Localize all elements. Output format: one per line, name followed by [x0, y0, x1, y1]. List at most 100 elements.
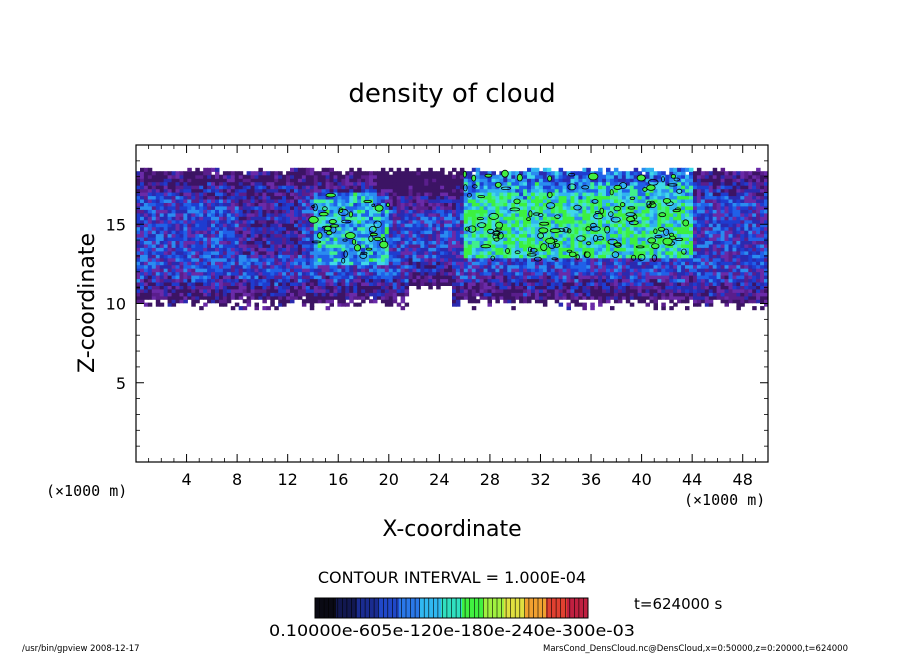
- density-cell: [416, 209, 421, 214]
- density-cell: [404, 223, 410, 228]
- density-cell: [519, 198, 524, 203]
- density-cell: [329, 212, 334, 217]
- density-cell: [143, 288, 149, 293]
- density-cell: [582, 261, 587, 266]
- density-cell: [167, 212, 173, 217]
- density-cell: [574, 181, 579, 186]
- density-cell: [388, 240, 394, 245]
- density-cell: [507, 236, 512, 241]
- density-cell: [582, 209, 587, 214]
- density-cell: [274, 216, 279, 221]
- density-cell: [147, 275, 153, 280]
- density-cell: [550, 216, 556, 221]
- density-cell: [416, 226, 421, 231]
- density-cell: [467, 295, 473, 300]
- density-cell: [226, 174, 232, 179]
- density-cell: [325, 216, 331, 221]
- density-cell: [222, 226, 228, 231]
- density-cell: [167, 254, 173, 259]
- density-cell: [238, 257, 244, 262]
- density-cell: [459, 261, 465, 266]
- density-cell: [531, 275, 536, 280]
- density-cell: [436, 230, 441, 235]
- density-cell: [175, 264, 180, 269]
- density-cell: [432, 271, 437, 276]
- density-cell: [463, 281, 469, 286]
- density-cell: [424, 192, 429, 197]
- density-cell: [606, 292, 611, 297]
- density-cell: [195, 292, 200, 297]
- density-cell: [313, 281, 319, 286]
- density-cell: [353, 288, 358, 293]
- density-cell: [329, 295, 334, 300]
- density-cell: [171, 247, 177, 252]
- density-cell: [246, 192, 252, 197]
- density-cell: [313, 174, 319, 179]
- density-cell: [294, 181, 299, 186]
- density-cell: [147, 292, 153, 297]
- density-cell: [475, 233, 481, 238]
- density-cell: [266, 261, 271, 266]
- density-cell: [558, 281, 564, 286]
- density-cell: [578, 250, 583, 255]
- density-cell: [527, 174, 532, 179]
- density-cell: [598, 185, 603, 190]
- density-cell: [282, 288, 287, 293]
- density-cell: [440, 243, 445, 248]
- density-cell: [491, 275, 496, 280]
- density-cell: [262, 171, 267, 176]
- density-cell: [203, 281, 208, 286]
- density-cell: [562, 243, 568, 248]
- density-cell: [183, 178, 188, 183]
- density-cell: [396, 275, 402, 280]
- density-cell: [349, 271, 354, 276]
- density-cell: [550, 292, 556, 297]
- density-cell: [452, 202, 457, 207]
- density-cell: [515, 223, 520, 228]
- density-cell: [404, 257, 410, 262]
- density-cell: [380, 212, 386, 217]
- density-cell: [207, 198, 212, 203]
- density-cell: [238, 254, 244, 259]
- density-cell: [159, 240, 165, 245]
- density-cell: [274, 192, 279, 197]
- density-cell: [365, 236, 370, 241]
- density-cell: [195, 174, 200, 179]
- density-cell: [215, 185, 220, 190]
- density-cell: [432, 254, 437, 259]
- density-cell: [195, 181, 200, 186]
- density-cell: [388, 188, 394, 193]
- density-cell: [459, 209, 465, 214]
- density-cell: [582, 281, 587, 286]
- density-cell: [416, 178, 421, 183]
- density-cell: [511, 212, 516, 217]
- density-cell: [637, 271, 643, 276]
- density-cell: [602, 295, 607, 300]
- density-cell: [455, 192, 461, 197]
- density-cell: [625, 275, 631, 280]
- density-cell: [523, 209, 528, 214]
- density-cell: [404, 174, 410, 179]
- density-cell: [345, 171, 350, 176]
- density-cell: [436, 247, 441, 252]
- density-cell: [167, 219, 173, 224]
- density-cell: [459, 188, 465, 193]
- density-cell: [519, 261, 524, 266]
- density-cell: [199, 219, 204, 224]
- density-cell: [163, 202, 169, 207]
- density-cell: [523, 216, 528, 221]
- density-cell: [286, 292, 291, 297]
- density-cell: [554, 198, 560, 203]
- density-cell: [523, 236, 528, 241]
- density-cell: [645, 243, 650, 248]
- density-cell: [483, 247, 489, 252]
- density-cell: [341, 281, 346, 286]
- density-cell: [211, 188, 216, 193]
- density-cell: [396, 268, 402, 273]
- density-cell: [234, 205, 240, 210]
- density-cell: [432, 268, 437, 273]
- density-cell: [594, 292, 599, 297]
- density-cell: [155, 185, 161, 190]
- density-cell: [175, 174, 180, 179]
- density-cell: [538, 261, 544, 266]
